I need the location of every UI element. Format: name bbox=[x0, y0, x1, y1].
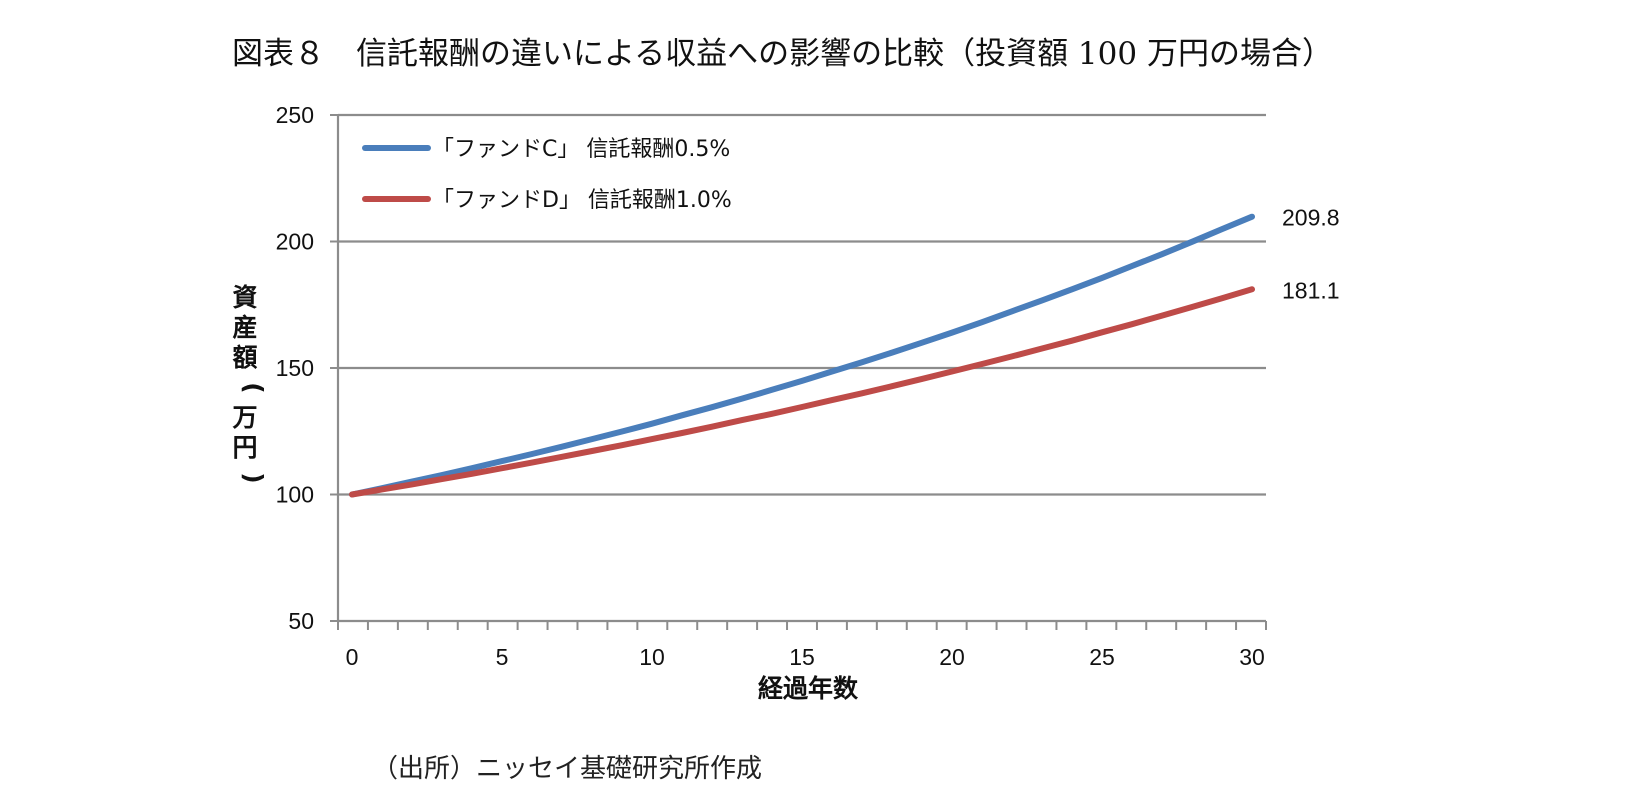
y-axis-title-char: ( bbox=[239, 382, 268, 393]
series-lines bbox=[349, 213, 1255, 498]
labels: 209.8 181.1 bbox=[1282, 205, 1340, 304]
x-axis-title: 経過年数 bbox=[758, 674, 859, 703]
legend-label-1: 「ファンドC」 信託報酬0.5% bbox=[432, 137, 730, 162]
y-axis-title-char: 万 bbox=[232, 403, 257, 432]
y-axis-title-char: ) bbox=[239, 472, 268, 483]
axes: 50 100 150 200 250 0 5 10 15 20 25 30 経過年数 資産額 ( 万円) bbox=[232, 102, 1267, 703]
end-value-label-2: 181.1 bbox=[1282, 277, 1340, 303]
x-tick-label-20: 20 bbox=[939, 644, 965, 670]
y-tick-label-50: 50 bbox=[288, 608, 314, 634]
x-tick-label-30: 30 bbox=[1239, 644, 1265, 670]
y-tick-label-150: 150 bbox=[276, 355, 314, 381]
source-note: （出所）ニッセイ基礎研究所作成 bbox=[372, 754, 763, 784]
y-axis-title-char: 額 bbox=[232, 343, 257, 372]
y-axis-title-char: 資 bbox=[232, 283, 257, 312]
x-tick-label-25: 25 bbox=[1089, 644, 1115, 670]
chart-title: 図表８ 信託報酬の違いによる収益への影響の比較（投資額 100 万円の場合） bbox=[232, 36, 1333, 72]
y-axis-title-char: 円 bbox=[232, 433, 257, 462]
x-tick-label-5: 5 bbox=[496, 644, 509, 670]
x-tick-label-0: 0 bbox=[346, 644, 359, 670]
y-tick-label-200: 200 bbox=[276, 229, 314, 255]
series-line-2 bbox=[349, 286, 1255, 498]
y-axis-title-char: 産 bbox=[232, 313, 257, 342]
legend-label-2: 「ファンドD」 信託報酬1.0% bbox=[432, 188, 732, 213]
legend: 「ファンドC」 信託報酬0.5% 「ファンドD」 信託報酬1.0% bbox=[362, 137, 732, 213]
gridlines bbox=[338, 113, 1266, 496]
x-tick-label-15: 15 bbox=[789, 644, 815, 670]
end-value-label-1: 209.8 bbox=[1282, 205, 1340, 231]
x-tick-label-10: 10 bbox=[639, 644, 665, 670]
y-tick-label-250: 250 bbox=[276, 102, 314, 128]
series-line-1 bbox=[349, 213, 1255, 498]
y-tick-label-100: 100 bbox=[276, 482, 314, 508]
